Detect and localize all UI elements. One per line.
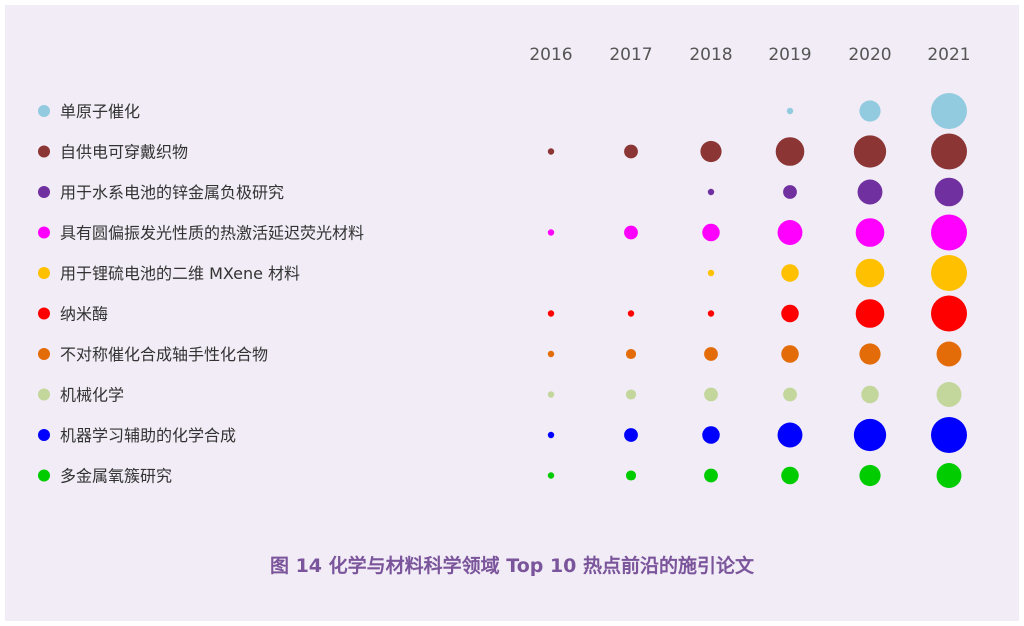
series-label-9: 多金属氧簇研究 <box>60 467 172 486</box>
series-label-8: 机器学习辅助的化学合成 <box>60 426 236 445</box>
bubble-6-2019 <box>781 345 799 363</box>
bubble-2-2018 <box>707 188 715 196</box>
bubble-7-2017 <box>625 389 637 400</box>
bubble-8-2019 <box>777 422 803 448</box>
bubble-5-2019 <box>781 304 799 323</box>
bubble-3-2018 <box>702 223 720 242</box>
year-label-2016: 2016 <box>529 45 572 65</box>
legend-marker-7 <box>38 388 50 401</box>
bubble-7-2016 <box>547 391 555 398</box>
bubble-6-2018 <box>704 347 718 361</box>
bubble-5-2016 <box>547 310 555 317</box>
bubble-0-2020 <box>859 100 881 122</box>
year-label-2018: 2018 <box>689 45 732 65</box>
legend-marker-8 <box>38 429 50 441</box>
bubble-8-2017 <box>624 428 638 442</box>
chart-caption: 图 14 化学与材料科学领域 Top 10 热点前沿的施引论文 <box>269 555 755 577</box>
bubble-5-2017 <box>627 310 635 317</box>
bubble-6-2017 <box>625 348 637 360</box>
year-label-2020: 2020 <box>848 45 891 65</box>
legend-marker-2 <box>38 186 50 198</box>
legend-marker-6 <box>38 348 50 360</box>
bubble-1-2018 <box>700 140 722 163</box>
series-label-7: 机械化学 <box>60 386 124 405</box>
bubble-chart: 2016 2017 2018 2019 2020 2021 单原子催化自供电可穿戴织物用于水… <box>38 45 971 488</box>
bubble-4-2020 <box>855 258 885 288</box>
bubble-6-2020 <box>859 343 881 365</box>
bubble-1-2019 <box>775 137 805 166</box>
series-label-0: 单原子催化 <box>60 102 140 121</box>
bubble-9-2019 <box>781 466 799 485</box>
year-label-2017: 2017 <box>609 45 652 65</box>
bubble-9-2020 <box>859 464 881 487</box>
bubble-8-2018 <box>702 426 720 444</box>
bubble-1-2017 <box>624 144 638 159</box>
series-label-5: 纳米酶 <box>60 305 108 324</box>
bubble-9-2018 <box>704 468 718 483</box>
series-label-6: 不对称催化合成轴手性化合物 <box>60 345 268 364</box>
legend-marker-9 <box>38 469 50 482</box>
year-label-2021: 2021 <box>927 45 970 65</box>
bubble-2-2021 <box>934 177 964 207</box>
bubble-6-2021 <box>936 341 962 367</box>
series-label-1: 自供电可穿戴织物 <box>60 143 188 162</box>
bubble-7-2018 <box>704 387 718 402</box>
legend-marker-1 <box>38 145 50 158</box>
legend-marker-4 <box>38 267 50 279</box>
bubble-0-2019 <box>786 107 794 115</box>
bubble-3-2017 <box>624 225 638 240</box>
bubble-1-2020 <box>853 135 887 168</box>
legend-marker-5 <box>38 307 50 320</box>
bubble-3-2016 <box>547 229 555 236</box>
bubble-8-2016 <box>547 431 555 439</box>
legend-marker-3 <box>38 226 50 239</box>
series-label-3: 具有圆偏振发光性质的热激活延迟荧光材料 <box>60 224 364 243</box>
bubble-3-2021 <box>931 214 967 251</box>
bubble-5-2021 <box>931 295 967 332</box>
bubble-2-2019 <box>783 185 797 199</box>
bubble-9-2017 <box>625 470 637 481</box>
bubble-7-2019 <box>783 387 797 402</box>
chart-frame: 2016 2017 2018 2019 2020 2021 单原子催化自供电可穿戴织物用于水… <box>5 5 1019 621</box>
year-label-2019: 2019 <box>768 45 811 65</box>
bubble-2-2020 <box>857 179 883 205</box>
legend-marker-0 <box>38 105 50 117</box>
bubble-1-2021 <box>931 133 967 170</box>
bubble-8-2020 <box>853 418 887 452</box>
bubble-8-2021 <box>931 417 967 453</box>
bubble-9-2016 <box>547 472 555 479</box>
bubble-5-2020 <box>855 299 885 328</box>
bubble-7-2021 <box>936 382 962 407</box>
bubble-3-2019 <box>777 220 803 245</box>
bubble-9-2021 <box>936 463 962 488</box>
bubble-4-2019 <box>781 264 799 282</box>
bubble-1-2016 <box>547 148 555 155</box>
bubble-6-2016 <box>547 350 555 358</box>
series-label-2: 用于水系电池的锌金属负极研究 <box>60 183 284 202</box>
series-label-4: 用于锂硫电池的二维 MXene 材料 <box>60 264 300 283</box>
bubble-0-2021 <box>931 93 967 129</box>
bubble-5-2018 <box>707 310 715 317</box>
bubble-7-2020 <box>861 385 879 404</box>
bubble-3-2020 <box>855 218 885 247</box>
bubble-4-2018 <box>707 269 715 277</box>
bubble-4-2021 <box>931 255 967 291</box>
